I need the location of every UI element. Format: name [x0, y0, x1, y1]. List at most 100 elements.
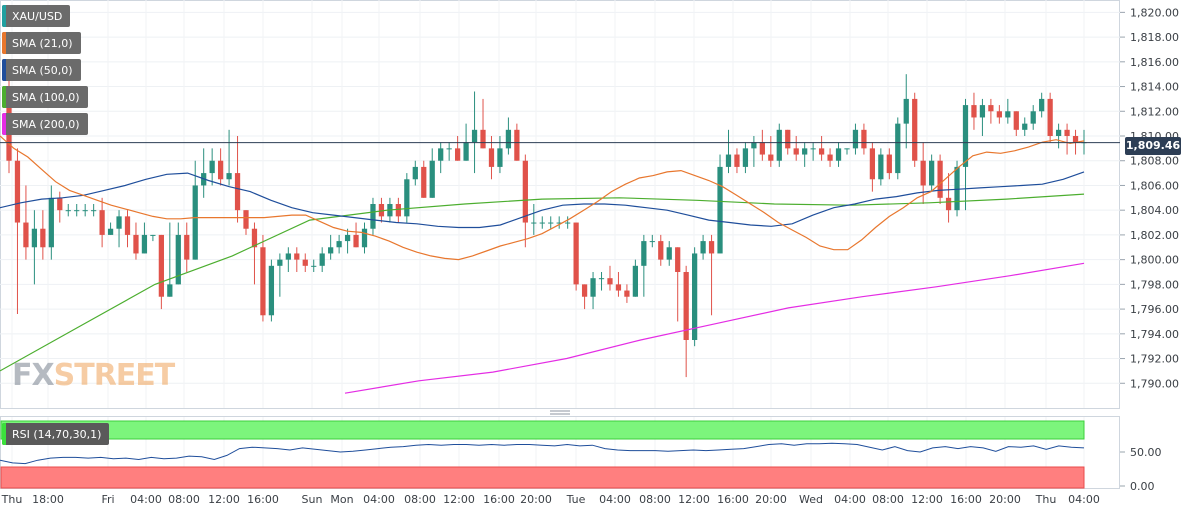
candle-body — [1022, 123, 1028, 130]
rsi-overbought-zone — [0, 420, 1085, 440]
time-axis-bg — [0, 489, 1194, 513]
sma200-legend[interactable]: SMA (200,0) — [2, 113, 88, 135]
candle-body — [446, 148, 452, 150]
candle-body — [260, 247, 266, 316]
sma21-label: SMA (21,0) — [12, 36, 73, 50]
candle-body — [31, 228, 38, 248]
candle-body — [328, 247, 334, 254]
x-tick-label: 16:00 — [717, 493, 749, 506]
rsi-tick-label: 0.00 — [1130, 480, 1155, 493]
candle-body — [311, 265, 317, 267]
candle-body — [912, 98, 918, 161]
x-tick-label: Sun — [302, 493, 323, 506]
sma100-legend[interactable]: SMA (100,0) — [2, 86, 88, 108]
candle-body — [421, 166, 427, 198]
x-tick-label: 16:00 — [483, 493, 515, 506]
candle-body — [683, 272, 689, 340]
candle-body — [124, 216, 131, 235]
candle-body — [285, 253, 291, 260]
x-tick-label: Tue — [566, 493, 586, 506]
sma21-swatch — [2, 32, 6, 54]
candle-body — [742, 148, 749, 167]
x-tick-label: Mon — [330, 493, 353, 506]
candle-body — [641, 241, 647, 266]
candle-body — [903, 98, 909, 124]
symbol-legend[interactable]: XAU/USD — [2, 5, 71, 27]
x-tick-label: 12:00 — [678, 493, 710, 506]
candle-body — [167, 284, 173, 297]
candle-body — [74, 210, 80, 212]
candle-body — [708, 241, 715, 254]
candle-body — [818, 148, 825, 155]
candle-body — [861, 129, 867, 149]
candle-body — [835, 148, 842, 161]
candle-body — [243, 210, 249, 229]
candle-body — [463, 142, 469, 161]
price-pane — [0, 0, 1120, 409]
x-tick-label: 20:00 — [520, 493, 552, 506]
sma21-line — [0, 135, 1085, 261]
candle-body — [649, 241, 655, 243]
candle-body — [209, 160, 215, 174]
candle-body — [539, 222, 545, 224]
candle-body — [1072, 136, 1079, 143]
candle-body — [471, 129, 478, 143]
y-tick-label: 1,790.00 — [1130, 377, 1179, 390]
candle-body — [759, 142, 765, 155]
candle-body — [802, 148, 808, 155]
y-tick-label: 1,818.00 — [1130, 31, 1179, 44]
candle-body — [827, 154, 833, 161]
candle-body — [1030, 111, 1036, 124]
x-tick-label: 04:00 — [130, 493, 162, 506]
candle-body — [607, 278, 613, 285]
sma21-legend[interactable]: SMA (21,0) — [2, 32, 81, 54]
candle-body — [480, 129, 486, 149]
x-tick-label: 08:00 — [404, 493, 436, 506]
candle-body — [1055, 129, 1062, 136]
x-tick-label: 20:00 — [755, 493, 787, 506]
x-tick-label: Wed — [799, 493, 823, 506]
y-tick-label: 1,812.00 — [1130, 105, 1179, 118]
candle-body — [886, 154, 892, 174]
rsi-legend[interactable]: RSI (14,70,30,1) — [2, 423, 110, 445]
candle-body — [336, 241, 342, 248]
x-tick-label: 16:00 — [950, 493, 982, 506]
candle-body — [666, 247, 672, 260]
candle-body — [107, 228, 114, 235]
candle-body — [996, 111, 1002, 118]
candle-body — [624, 290, 630, 297]
x-tick-label: Thu — [1035, 493, 1057, 506]
sma200-swatch — [2, 113, 6, 135]
sma200-label: SMA (200,0) — [12, 117, 80, 131]
rsi-label: RSI (14,70,30,1) — [12, 427, 102, 441]
sma100-label: SMA (100,0) — [12, 90, 80, 104]
candle-body — [1013, 111, 1019, 130]
candle-body — [370, 204, 376, 229]
candle-body — [23, 222, 29, 248]
candle-body — [488, 148, 495, 167]
candle-body — [454, 148, 461, 161]
sma50-legend[interactable]: SMA (50,0) — [2, 59, 81, 81]
candle-body — [878, 154, 884, 180]
y-tick-label: 1,796.00 — [1130, 303, 1179, 316]
candle-body — [717, 166, 723, 254]
candle-body — [810, 148, 816, 150]
candle-body — [1064, 129, 1070, 136]
candle-body — [514, 129, 520, 161]
sma50-swatch — [2, 59, 6, 81]
candle-body — [692, 253, 698, 340]
candle-body — [565, 222, 571, 224]
candle-body — [675, 247, 681, 272]
candle-body — [581, 284, 588, 297]
candle-body — [14, 160, 21, 223]
candle-body — [412, 166, 418, 180]
y-tick-label: 1,816.00 — [1130, 56, 1179, 69]
candle-body — [1047, 98, 1053, 136]
rsi-oversold-zone — [0, 466, 1085, 489]
candle-body — [361, 228, 368, 248]
x-tick-label: 12:00 — [208, 493, 240, 506]
fxstreet-watermark: FXSTREET — [12, 358, 175, 393]
candle-body — [725, 154, 732, 167]
y-tick-label: 1,798.00 — [1130, 278, 1179, 291]
